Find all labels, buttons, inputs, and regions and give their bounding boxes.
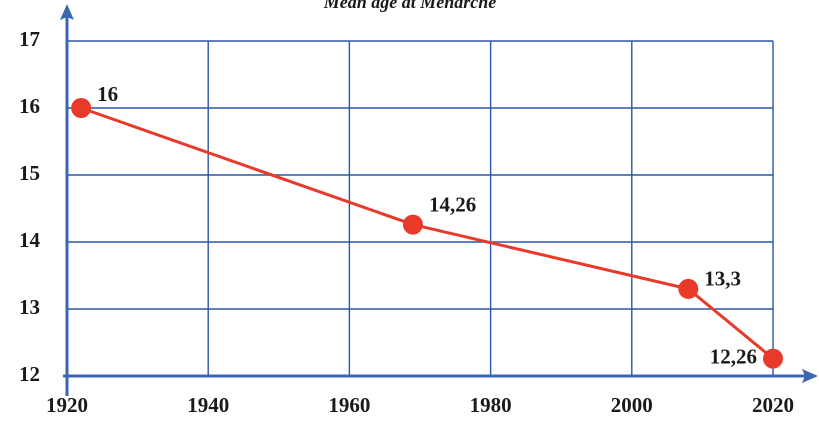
y-axis-arrow bbox=[60, 4, 74, 20]
x-axis-arrow bbox=[802, 369, 818, 383]
data-label: 12,26 bbox=[710, 344, 757, 368]
y-tick-label: 12 bbox=[19, 362, 40, 386]
grid bbox=[66, 40, 774, 377]
point bbox=[678, 278, 699, 299]
x-tick-label: 1960 bbox=[328, 393, 370, 417]
data-label: 13,3 bbox=[704, 267, 741, 291]
x-tick-label: 2020 bbox=[752, 393, 794, 417]
y-tick-label: 15 bbox=[19, 161, 40, 185]
y-tick-label: 13 bbox=[19, 295, 40, 319]
line bbox=[80, 106, 774, 360]
data-label: 14,26 bbox=[429, 192, 476, 216]
x-tick-label: 1920 bbox=[46, 393, 88, 417]
data-label: 16 bbox=[97, 82, 118, 106]
point bbox=[402, 214, 423, 235]
chart-title: Mean age at Menarche bbox=[323, 0, 497, 12]
y-tick-label: 16 bbox=[19, 94, 40, 118]
x-tick-label: 1940 bbox=[187, 393, 229, 417]
point bbox=[71, 98, 92, 118]
marks: 16 14,26 13,3 12,26 bbox=[71, 82, 783, 369]
x-tick-label: 2000 bbox=[611, 393, 653, 417]
y-tick-label: 14 bbox=[19, 228, 41, 252]
point bbox=[763, 348, 783, 369]
y-tick-label: 17 bbox=[19, 27, 40, 51]
axes: 12 13 14 15 16 17 1920 1940 1960 1980 2000 2020 bbox=[19, 4, 818, 417]
x-tick-label: 1980 bbox=[470, 393, 512, 417]
